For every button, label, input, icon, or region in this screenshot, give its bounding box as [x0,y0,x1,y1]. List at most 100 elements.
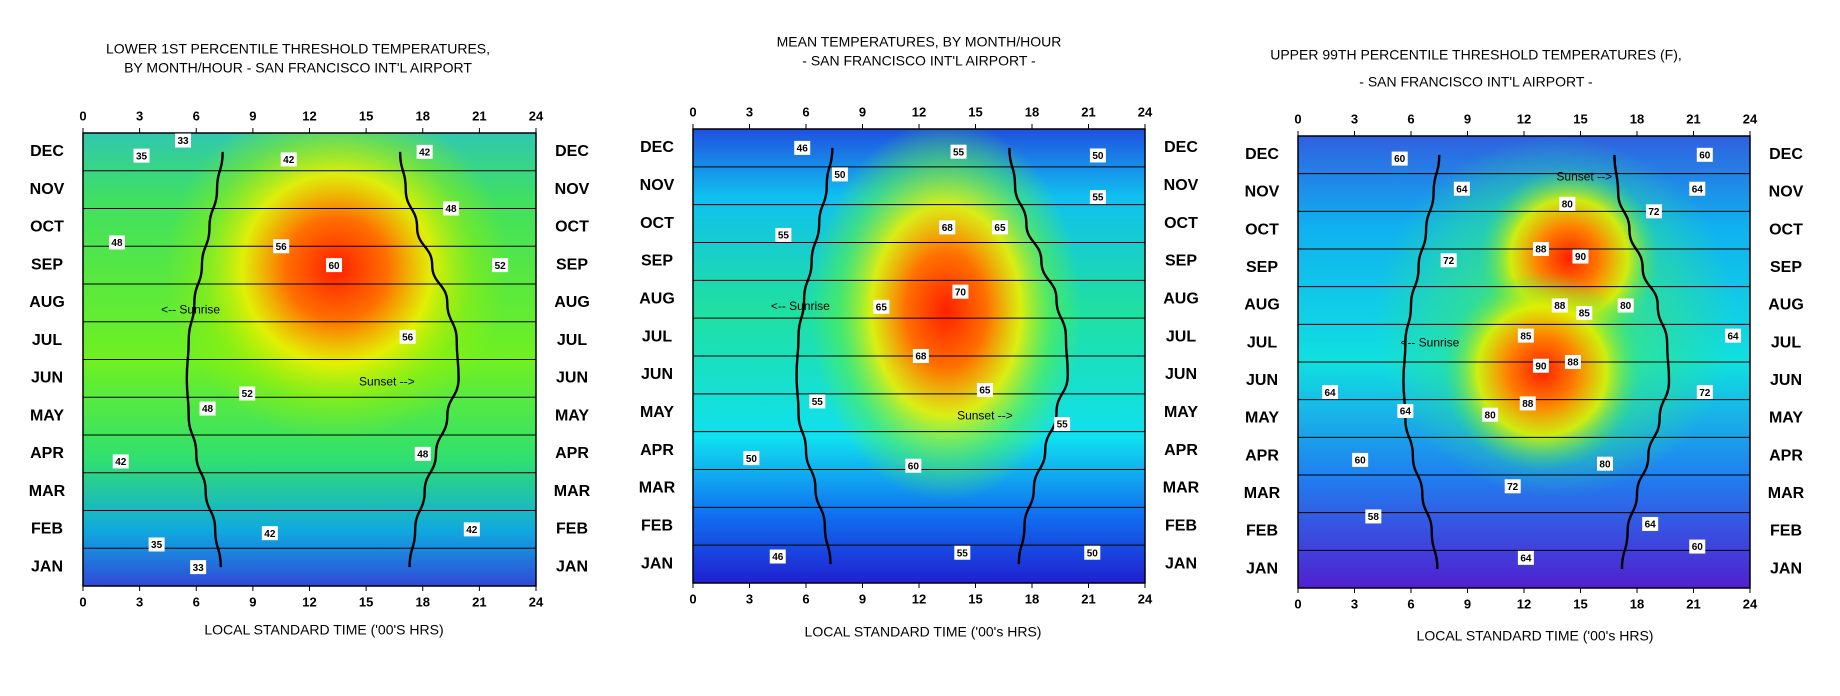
y-tick-label: JUN [641,366,673,383]
y-tick-label: OCT [1245,221,1279,238]
y-tick-label: JAN [1246,560,1278,577]
contour-label: 64 [1692,184,1704,195]
y-tick-label-right: NOV [1769,184,1804,201]
y-tick-label-right: MAY [1164,404,1198,421]
contour-label-box [1564,355,1581,369]
y-tick-label: DEC [1245,146,1279,163]
x-tick-label: 0 [689,591,696,606]
contour-label: 42 [419,148,431,159]
contour-label-box [1642,516,1659,531]
y-tick-label-right: AUG [554,294,590,311]
contour-label: 56 [402,332,414,343]
x-tick-label: 21 [1686,596,1700,611]
contour-label-box [1440,253,1457,268]
contour-label-box [1391,151,1408,166]
contour-label-box [794,140,811,155]
contour-label-box [1089,148,1106,163]
y-tick-label-right: APR [1769,447,1803,464]
x-tick-label: 15 [359,594,373,609]
contour-label: 70 [955,287,967,298]
y-tick-label: OCT [30,219,64,236]
annotation: <-- Sunrise [771,299,830,313]
contour-label-box [1453,181,1470,196]
y-tick-label-right: MAR [1163,480,1200,497]
contour-label-box [1725,328,1742,343]
x-tick-label-top: 18 [1025,104,1039,119]
contour-label-box [443,201,460,216]
x-tick-label: 18 [416,594,430,609]
daylight-curve [795,147,834,565]
x-tick-label-top: 12 [912,104,926,119]
x-tick-label: 15 [968,591,982,606]
contour-label-box [1322,385,1339,400]
y-tick-label-right: OCT [555,219,589,236]
contour-label-box [1559,196,1576,211]
contour-label-box [1696,147,1713,162]
x-tick-label: 18 [1630,596,1644,611]
x-tick-label: 3 [746,591,753,606]
contour-label-box [414,446,431,461]
contour-label: 65 [994,223,1006,234]
contour-label: 50 [1087,548,1099,559]
x-tick-label-top: 21 [1686,111,1700,126]
x-axis-title: LOCAL STANDARD TIME ('00's HRS) [805,624,1042,640]
x-tick-label: 6 [802,591,809,606]
contour-label: 46 [797,144,809,155]
chart-title: UPPER 99TH PERCENTILE THRESHOLD TEMPERAT… [1270,47,1682,63]
y-tick-label-right: JUL [1166,328,1196,345]
contour-label: 60 [1394,154,1406,165]
contour-label: 90 [1535,361,1547,372]
x-tick-label: 6 [1407,596,1414,611]
contour-label-box [326,258,343,273]
contour-label: 55 [812,397,824,408]
y-tick-label-right: JAN [1165,555,1197,572]
contour-label-box [939,220,956,235]
x-tick-label: 21 [472,594,486,609]
contour-label-box [1596,456,1613,471]
panel: UPPER 99TH PERCENTILE THRESHOLD TEMPERAT… [1244,47,1805,644]
annotation: Sunset --> [359,374,415,388]
contour-label-box [239,386,256,401]
contour-label-box [1617,298,1634,313]
contour-label: 33 [177,136,189,147]
contour-label: 88 [1522,399,1534,410]
contour-label: 46 [772,552,784,563]
y-tick-label: MAR [29,483,66,500]
contour-label: 64 [1400,407,1412,418]
contour-label-box [175,133,192,148]
contour-label: 72 [1648,207,1660,218]
contour-label-box [1352,452,1369,467]
y-tick-label: OCT [640,215,674,232]
contour-label-box [991,220,1008,235]
contour-label: 80 [1485,410,1497,421]
contour-label-box [280,152,297,167]
y-tick-label: NOV [30,181,65,198]
x-tick-label: 21 [1081,591,1095,606]
contour-label: 88 [1567,358,1579,369]
y-tick-label-right: MAY [1769,410,1803,427]
contour-label: 52 [242,389,254,400]
contour-label-box [1089,190,1106,205]
y-tick-label: SEP [31,256,63,273]
x-tick-label: 9 [859,591,866,606]
contour-label: 50 [1092,151,1104,162]
contour-label: 72 [1507,482,1519,493]
y-tick-label-right: AUG [1768,297,1804,314]
contour-label-box [1365,509,1382,524]
y-tick-label-right: FEB [1770,523,1802,540]
daylight-curve [185,151,224,568]
contour-label: 33 [193,563,205,574]
y-tick-label-right: JUN [1770,372,1802,389]
contour-label-box [1645,204,1662,219]
contour-label: 42 [283,155,295,166]
contour-label: 55 [953,147,965,158]
y-tick-label: MAR [1244,485,1281,502]
y-tick-label: JUN [31,370,63,387]
contour-label-box [463,522,480,537]
x-tick-label-top: 24 [529,108,544,123]
y-tick-label-right: MAR [1768,485,1805,502]
y-tick-label: MAY [640,404,674,421]
x-axis-title: LOCAL STANDARD TIME ('00'S HRS) [204,622,443,638]
x-tick-label-top: 0 [1294,111,1301,126]
